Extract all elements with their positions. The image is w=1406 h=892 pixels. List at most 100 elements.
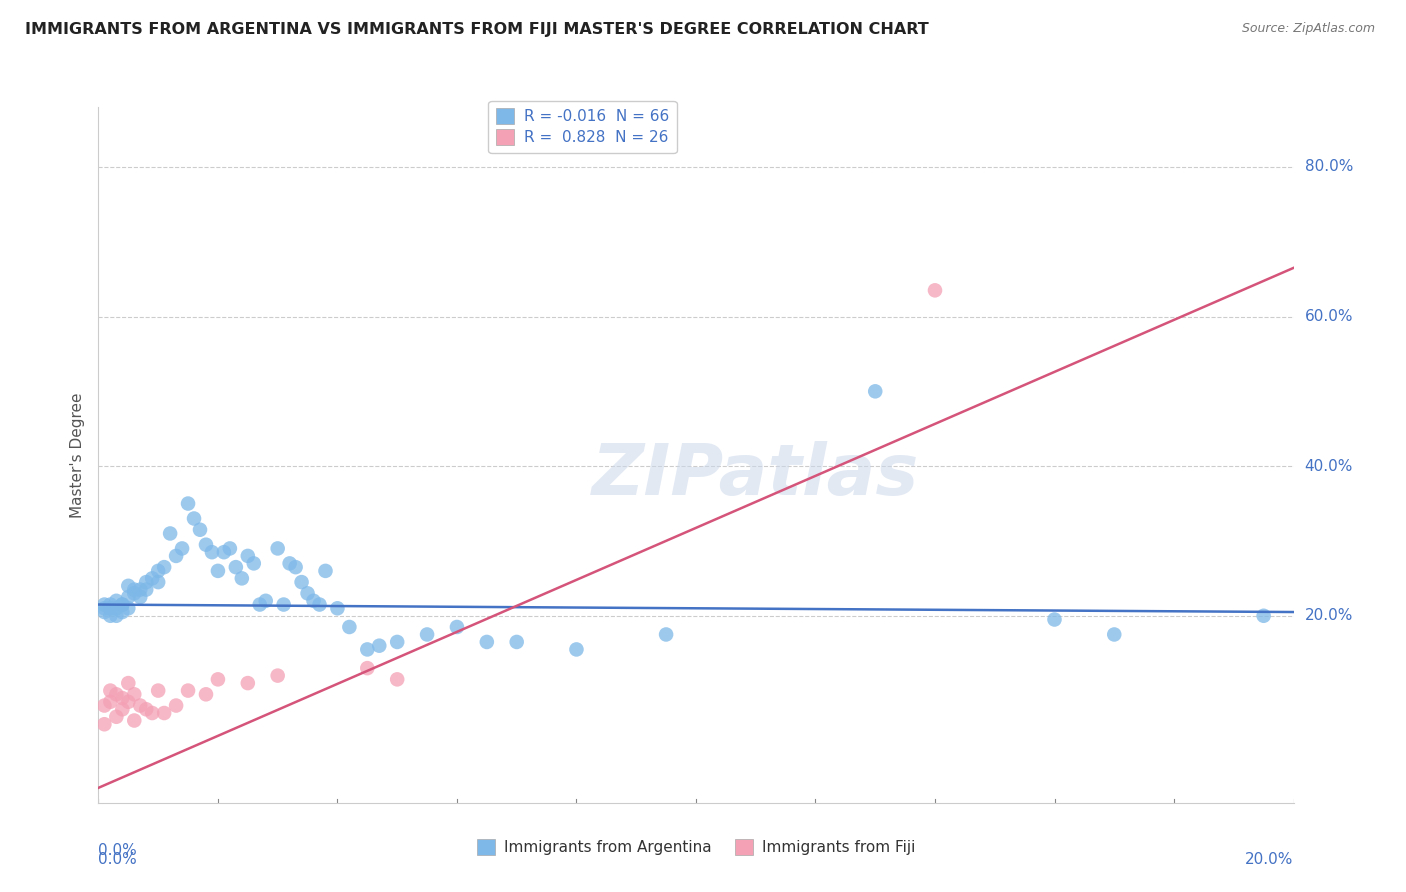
Point [105, 601, 128, 615]
Point [105, 608, 128, 623]
Text: 60.0%: 60.0% [1305, 309, 1353, 324]
Point [291, 575, 314, 590]
Point [273, 598, 295, 612]
Text: 40.0%: 40.0% [1305, 458, 1353, 474]
Point [141, 706, 163, 720]
Point [655, 627, 678, 641]
Point [201, 545, 224, 559]
Point [236, 549, 259, 563]
Point [117, 590, 139, 604]
Point [326, 601, 349, 615]
Point [98, 601, 122, 615]
Point [339, 620, 361, 634]
Point [207, 673, 229, 687]
Point [565, 642, 588, 657]
Text: 20.0%: 20.0% [1305, 608, 1353, 624]
Point [124, 714, 146, 728]
Point [148, 564, 170, 578]
Y-axis label: Master's Degree: Master's Degree [69, 392, 84, 517]
Point [117, 579, 139, 593]
Point [302, 594, 325, 608]
Point [93, 601, 115, 615]
Point [124, 582, 146, 597]
Point [416, 627, 439, 641]
Point [117, 601, 139, 615]
Point [385, 635, 409, 649]
Point [188, 523, 211, 537]
Point [129, 590, 152, 604]
Point [356, 661, 378, 675]
Text: 80.0%: 80.0% [1305, 160, 1353, 175]
Text: ZIPatlas: ZIPatlas [592, 442, 920, 510]
Point [284, 560, 307, 574]
Point [153, 706, 176, 720]
Point [129, 582, 152, 597]
Point [297, 586, 319, 600]
Point [93, 717, 115, 731]
Point [148, 683, 170, 698]
Point [129, 698, 152, 713]
Point [159, 526, 181, 541]
Point [124, 586, 146, 600]
Point [98, 683, 122, 698]
Point [475, 635, 498, 649]
Point [249, 598, 271, 612]
Point [93, 698, 115, 713]
Point [385, 673, 409, 687]
Point [236, 676, 259, 690]
Point [446, 620, 468, 634]
Point [98, 608, 122, 623]
Point [105, 594, 128, 608]
Point [172, 541, 194, 556]
Point [267, 668, 290, 682]
Point [219, 541, 242, 556]
Point [207, 564, 229, 578]
Point [865, 384, 887, 399]
Point [93, 598, 115, 612]
Point [254, 594, 277, 608]
Point [111, 702, 134, 716]
Point [183, 511, 205, 525]
Text: 0.0%: 0.0% [98, 843, 138, 858]
Point [243, 557, 266, 571]
Point [1253, 608, 1275, 623]
Point [135, 575, 157, 590]
Point [924, 283, 946, 297]
Point [117, 695, 139, 709]
Text: IMMIGRANTS FROM ARGENTINA VS IMMIGRANTS FROM FIJI MASTER'S DEGREE CORRELATION CH: IMMIGRANTS FROM ARGENTINA VS IMMIGRANTS … [25, 22, 929, 37]
Point [135, 582, 157, 597]
Text: Source: ZipAtlas.com: Source: ZipAtlas.com [1241, 22, 1375, 36]
Point [278, 557, 301, 571]
Point [165, 549, 187, 563]
Point [105, 687, 128, 701]
Point [98, 695, 122, 709]
Point [225, 560, 247, 574]
Point [111, 598, 134, 612]
Point [212, 545, 235, 559]
Point [148, 575, 170, 590]
Point [315, 564, 337, 578]
Text: 20.0%: 20.0% [1246, 852, 1294, 866]
Point [135, 702, 157, 716]
Point [506, 635, 529, 649]
Point [195, 687, 218, 701]
Point [195, 538, 218, 552]
Legend: Immigrants from Argentina, Immigrants from Fiji: Immigrants from Argentina, Immigrants fr… [471, 833, 921, 862]
Point [177, 497, 200, 511]
Point [93, 605, 115, 619]
Point [111, 691, 134, 706]
Point [177, 683, 200, 698]
Point [141, 571, 163, 585]
Point [1043, 613, 1066, 627]
Point [1104, 627, 1126, 641]
Text: 0.0%: 0.0% [98, 852, 138, 866]
Point [368, 639, 391, 653]
Point [105, 710, 128, 724]
Point [267, 541, 290, 556]
Point [124, 687, 146, 701]
Point [165, 698, 187, 713]
Point [308, 598, 330, 612]
Point [117, 676, 139, 690]
Point [231, 571, 253, 585]
Point [111, 598, 134, 612]
